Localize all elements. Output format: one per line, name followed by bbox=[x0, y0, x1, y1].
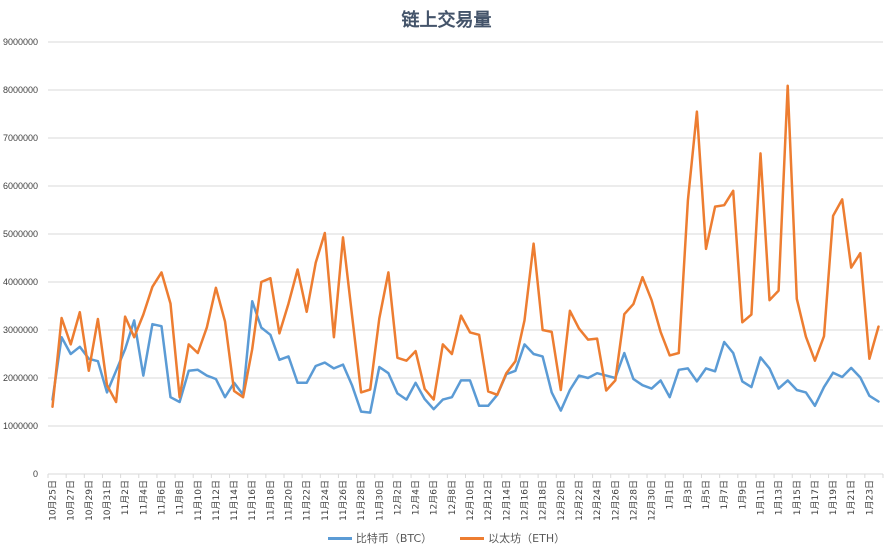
x-tick-label: 12月14日 bbox=[501, 480, 512, 521]
x-tick-label: 1月15日 bbox=[792, 480, 803, 515]
y-tick-label: 5000000 bbox=[3, 229, 38, 239]
x-tick-label: 12月2日 bbox=[392, 480, 403, 515]
legend-label-btc: 比特币（BTC） bbox=[355, 532, 433, 545]
x-tick-label: 11月2日 bbox=[120, 480, 131, 515]
x-tick-label: 12月8日 bbox=[447, 480, 458, 515]
x-tick-label: 11月24日 bbox=[320, 480, 331, 521]
x-tick-label: 1月1日 bbox=[665, 480, 676, 509]
x-tick-label: 12月6日 bbox=[429, 480, 440, 515]
x-tick-label: 12月26日 bbox=[610, 480, 621, 521]
x-tick-label: 10月31日 bbox=[102, 480, 113, 521]
x-tick-label: 1月23日 bbox=[864, 480, 875, 515]
x-tick-label: 1月5日 bbox=[701, 480, 712, 509]
x-tick-label: 12月22日 bbox=[574, 480, 585, 521]
x-tick-label: 12月10日 bbox=[465, 480, 476, 521]
x-tick-label: 12月20日 bbox=[556, 480, 567, 521]
y-tick-label: 3000000 bbox=[3, 325, 38, 335]
y-tick-label: 6000000 bbox=[3, 181, 38, 191]
eth-series-line bbox=[51, 84, 880, 409]
x-tick-label: 11月4日 bbox=[138, 480, 149, 515]
x-tick-label: 11月28日 bbox=[356, 480, 367, 521]
legend-label-eth: 以太坊（ETH） bbox=[488, 532, 566, 545]
legend-item-btc: 比特币（BTC） bbox=[327, 530, 433, 546]
y-tick-label: 1000000 bbox=[3, 421, 38, 431]
x-tick-label: 10月25日 bbox=[48, 480, 59, 521]
x-tick-label: 12月12日 bbox=[483, 480, 494, 521]
x-tick-label: 1月3日 bbox=[683, 480, 694, 509]
y-tick-label: 0 bbox=[33, 469, 38, 479]
x-tick-label: 11月10日 bbox=[193, 480, 204, 521]
x-tick-label: 1月19日 bbox=[828, 480, 839, 515]
btc-series-line bbox=[51, 299, 880, 414]
y-tick-label: 4000000 bbox=[3, 277, 38, 287]
x-tick-label: 11月18日 bbox=[265, 480, 276, 521]
x-tick-label: 1月11日 bbox=[755, 480, 766, 515]
x-tick-label: 12月18日 bbox=[538, 480, 549, 521]
x-tick-label: 10月27日 bbox=[66, 480, 77, 521]
x-tick-label: 1月9日 bbox=[737, 480, 748, 509]
y-tick-label: 2000000 bbox=[3, 373, 38, 383]
x-tick-label: 12月28日 bbox=[628, 480, 639, 521]
x-tick-label: 1月13日 bbox=[774, 480, 785, 515]
legend-item-eth: 以太坊（ETH） bbox=[460, 530, 565, 546]
y-tick-label: 9000000 bbox=[3, 37, 38, 47]
x-tick-label: 11月6日 bbox=[156, 480, 167, 515]
x-tick-label: 11月22日 bbox=[302, 480, 313, 521]
chart-title: 链上交易量 bbox=[401, 10, 492, 31]
x-tick-label: 11月20日 bbox=[284, 480, 295, 521]
y-tick-label: 8000000 bbox=[3, 85, 38, 95]
y-tick-label: 7000000 bbox=[3, 133, 38, 143]
eth-swatch-icon bbox=[460, 536, 485, 540]
x-tick-label: 12月30日 bbox=[647, 480, 658, 521]
x-tick-label: 12月16日 bbox=[519, 480, 530, 521]
chart-legend: 比特币（BTC） 以太坊（ETH） bbox=[0, 530, 893, 546]
x-tick-label: 12月24日 bbox=[592, 480, 603, 521]
x-tick-label: 11月26日 bbox=[338, 480, 349, 521]
x-tick-label: 11月12日 bbox=[211, 480, 222, 521]
x-tick-label: 1月17日 bbox=[810, 480, 821, 515]
x-tick-label: 12月4日 bbox=[411, 480, 422, 515]
x-tick-label: 11月14日 bbox=[229, 480, 240, 521]
x-tick-label: 11月30日 bbox=[374, 480, 385, 521]
btc-swatch-icon bbox=[327, 536, 352, 540]
x-tick-label: 11月8日 bbox=[175, 480, 186, 515]
x-tick-label: 10月29日 bbox=[84, 480, 95, 521]
x-tick-label: 11月16日 bbox=[247, 480, 258, 521]
x-tick-label: 1月21日 bbox=[846, 480, 857, 515]
x-tick-label: 1月7日 bbox=[719, 480, 730, 509]
